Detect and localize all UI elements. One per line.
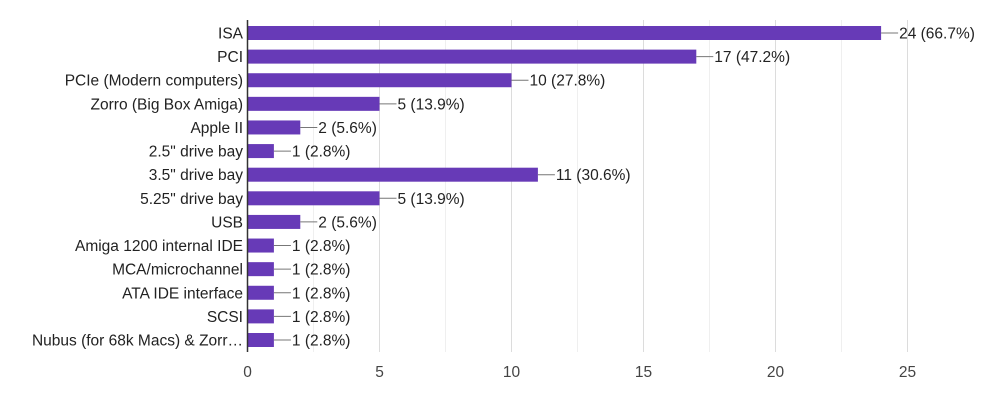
data-label: 10 (27.8%) — [530, 73, 606, 90]
category-label: 5.25" drive bay — [140, 191, 243, 208]
data-label: 11 (30.6%) — [556, 167, 631, 184]
bar — [247, 262, 274, 277]
x-tick-label: 5 — [375, 364, 384, 381]
data-label: 2 (5.6%) — [318, 214, 377, 231]
category-label: USB — [211, 214, 243, 231]
x-tick-label: 20 — [767, 364, 785, 381]
data-label: 5 (13.9%) — [398, 191, 465, 208]
category-label: 3.5" drive bay — [149, 167, 243, 184]
bar — [247, 167, 538, 182]
gridlines — [313, 20, 908, 352]
bar — [247, 214, 301, 229]
category-label: Zorro (Big Box Amiga) — [91, 96, 243, 113]
category-label: MCA/microchannel — [112, 262, 243, 279]
x-tick-label: 10 — [503, 364, 521, 381]
data-label: 1 (2.8%) — [292, 238, 351, 255]
category-label: 2.5" drive bay — [149, 144, 243, 161]
category-label: PCIe (Modern computers) — [65, 73, 243, 90]
data-label: 1 (2.8%) — [292, 144, 351, 161]
data-label: 2 (5.6%) — [318, 120, 377, 137]
data-label: 1 (2.8%) — [292, 333, 351, 350]
category-label: Apple II — [190, 120, 243, 137]
category-label: SCSI — [207, 309, 243, 326]
bar — [247, 333, 274, 347]
bar — [247, 73, 512, 88]
category-labels: ISA PCI PCIe (Modern computers) Zorro (Big … — [32, 26, 244, 350]
data-label: 1 (2.8%) — [292, 309, 351, 326]
bar — [247, 309, 274, 324]
x-tick-label: 25 — [899, 364, 916, 381]
data-label: 5 (13.9%) — [398, 96, 465, 113]
x-tick-label: 0 — [243, 364, 252, 381]
category-label: PCI — [217, 49, 243, 66]
bar — [247, 191, 380, 206]
bar — [247, 238, 274, 253]
bar — [247, 285, 274, 300]
bar — [247, 144, 274, 159]
category-label: Amiga 1200 internal IDE — [75, 238, 243, 255]
category-label: Nubus (for 68k Macs) & Zorr… — [32, 333, 243, 350]
data-label: 1 (2.8%) — [292, 262, 351, 279]
bar — [247, 120, 301, 135]
bar — [247, 96, 380, 111]
data-label: 24 (66.7%) — [899, 26, 975, 43]
category-label: ATA IDE interface — [122, 285, 243, 302]
bar — [247, 26, 882, 40]
x-tick-labels: 0 5 10 15 20 25 — [243, 364, 916, 381]
x-tick-label: 15 — [635, 364, 652, 381]
data-label: 1 (2.8%) — [292, 285, 351, 302]
data-label: 17 (47.2%) — [714, 49, 790, 66]
bars: 24 (66.7%) 17 (47.2%) 10 (27.8%) 5 (13.9%) 2… — [247, 26, 975, 350]
category-label: ISA — [218, 26, 244, 43]
bar — [247, 49, 697, 64]
